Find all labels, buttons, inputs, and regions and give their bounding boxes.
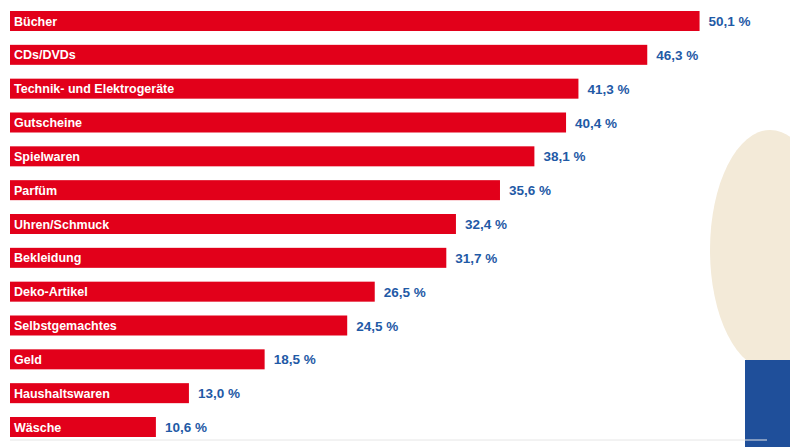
bar bbox=[10, 11, 700, 31]
category-label: Parfüm bbox=[14, 184, 57, 198]
category-label: Bekleidung bbox=[14, 251, 81, 265]
category-label: Haushaltswaren bbox=[14, 387, 110, 401]
decoration bbox=[745, 360, 790, 447]
value-label: 40,4 % bbox=[575, 116, 617, 131]
value-label: 10,6 % bbox=[165, 420, 207, 435]
bar bbox=[10, 146, 534, 166]
bars bbox=[10, 11, 700, 437]
value-label: 32,4 % bbox=[465, 217, 507, 232]
bar bbox=[10, 180, 500, 200]
category-label: Geld bbox=[14, 353, 42, 367]
category-label: Technik- und Elektrogeräte bbox=[14, 82, 174, 96]
category-label: Gutscheine bbox=[14, 116, 82, 130]
value-label: 41,3 % bbox=[587, 82, 629, 97]
value-label: 46,3 % bbox=[656, 48, 698, 63]
bar bbox=[10, 383, 189, 403]
category-label: Bücher bbox=[14, 15, 57, 29]
value-label: 13,0 % bbox=[198, 386, 240, 401]
bar bbox=[10, 349, 265, 369]
bar bbox=[10, 113, 566, 133]
category-label: Selbstgemachtes bbox=[14, 319, 117, 333]
value-label: 31,7 % bbox=[455, 251, 497, 266]
bar bbox=[10, 79, 578, 99]
value-label: 18,5 % bbox=[274, 352, 316, 367]
bar bbox=[10, 282, 375, 302]
value-label: 38,1 % bbox=[543, 149, 585, 164]
category-label: Uhren/Schmuck bbox=[14, 218, 109, 232]
value-label: 35,6 % bbox=[509, 183, 551, 198]
bar bbox=[10, 248, 446, 268]
bar bbox=[10, 417, 156, 437]
category-label: Deko-Artikel bbox=[14, 285, 88, 299]
category-label: Wäsche bbox=[14, 421, 61, 435]
value-label: 50,1 % bbox=[709, 14, 751, 29]
bar bbox=[10, 316, 347, 336]
value-label: 24,5 % bbox=[356, 319, 398, 334]
value-label: 26,5 % bbox=[384, 285, 426, 300]
bar bbox=[10, 214, 456, 234]
bar bbox=[10, 45, 647, 65]
axis-line bbox=[10, 440, 767, 441]
chart: Bücher 50,1 % CDs/DVDs 46,3 % Technik- und E… bbox=[0, 0, 790, 447]
decoration bbox=[710, 130, 790, 370]
category-label: CDs/DVDs bbox=[14, 48, 76, 62]
labels: Bücher 50,1 % CDs/DVDs 46,3 % Technik- und E… bbox=[14, 14, 751, 435]
category-label: Spielwaren bbox=[14, 150, 80, 164]
